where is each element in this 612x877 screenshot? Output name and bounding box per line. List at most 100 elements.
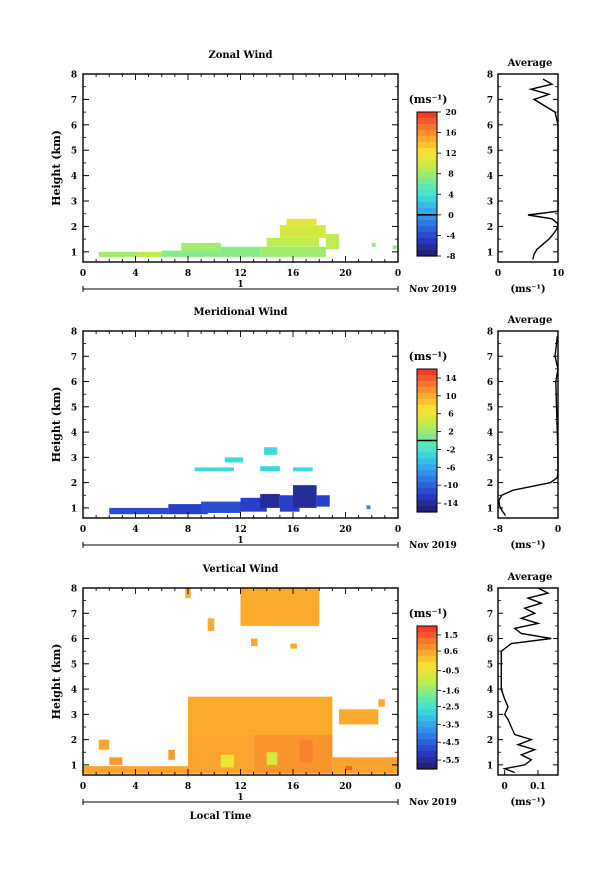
data-cell bbox=[109, 507, 169, 515]
colorbar-segment bbox=[417, 142, 437, 149]
x-tick-label: 4 bbox=[132, 782, 138, 792]
y-tick-label: 6 bbox=[71, 635, 77, 645]
x-tick-label: 12 bbox=[234, 782, 247, 792]
colorbar-segment bbox=[417, 428, 437, 436]
profile-x-label: (ms⁻¹) bbox=[510, 540, 545, 551]
data-cell bbox=[98, 739, 110, 750]
profile-y-tick-label: 1 bbox=[487, 761, 493, 771]
profile-x-tick-label: 10 bbox=[552, 269, 565, 279]
data-cell bbox=[188, 734, 254, 774]
y-tick-label: 3 bbox=[71, 711, 77, 721]
colorbar-segment bbox=[417, 655, 437, 663]
y-tick-label: 4 bbox=[71, 172, 77, 182]
colorbar-segment bbox=[417, 244, 437, 251]
colorbar-segment bbox=[417, 739, 437, 746]
y-tick-label: 5 bbox=[71, 660, 77, 670]
colorbar-segment bbox=[417, 124, 437, 131]
data-cell bbox=[345, 766, 353, 770]
colorbar-segment bbox=[417, 136, 437, 143]
colorbar-segment bbox=[417, 178, 437, 185]
colorbar-segment bbox=[417, 661, 437, 669]
colorbar-segment bbox=[417, 763, 437, 770]
profile-title: Average bbox=[507, 315, 553, 326]
colorbar-tick-label: 10 bbox=[445, 391, 457, 401]
colorbar-unit: (ms⁻¹) bbox=[409, 350, 448, 363]
data-cell bbox=[266, 752, 278, 765]
data-cell bbox=[366, 505, 371, 510]
colorbar-segment bbox=[417, 416, 437, 424]
colorbar-unit: (ms⁻¹) bbox=[409, 93, 448, 106]
colorbar-segment bbox=[417, 751, 437, 758]
profile-y-tick-label: 8 bbox=[487, 585, 493, 595]
x-tick-label: 8 bbox=[185, 525, 191, 535]
colorbar-segment bbox=[417, 715, 437, 722]
profile-y-tick-label: 8 bbox=[487, 328, 493, 338]
colorbar-tick-label: 14 bbox=[445, 373, 457, 383]
x-tick-label: 12 bbox=[234, 269, 247, 279]
colorbar-segment bbox=[417, 452, 437, 459]
date-label: Nov 2019 bbox=[409, 798, 457, 808]
colorbar-segment bbox=[417, 238, 437, 245]
colorbar-segment bbox=[417, 733, 437, 740]
colorbar-segment bbox=[417, 196, 437, 203]
colorbar-tick-label: -10 bbox=[444, 480, 459, 490]
colorbar-segment bbox=[417, 679, 437, 687]
x-tick-label: 0 bbox=[395, 782, 401, 792]
colorbar-segment bbox=[417, 506, 437, 513]
profile-line bbox=[527, 78, 559, 260]
colorbar-frame bbox=[416, 625, 438, 770]
profile-x-tick-label: 0 bbox=[495, 269, 501, 279]
colorbar-segment bbox=[417, 494, 437, 501]
colorbar-segment bbox=[417, 488, 437, 495]
profile-y-tick-label: 1 bbox=[487, 248, 493, 258]
profile-x-label: (ms⁻¹) bbox=[510, 797, 545, 808]
colorbar-segment bbox=[417, 422, 437, 430]
colorbar-tick-label: 8 bbox=[448, 169, 454, 179]
y-tick-label: 8 bbox=[71, 328, 77, 338]
y-tick-label: 2 bbox=[71, 479, 77, 489]
profile-y-tick-label: 6 bbox=[487, 378, 493, 388]
profile-y-tick-label: 3 bbox=[487, 711, 493, 721]
y-tick-label: 6 bbox=[71, 121, 77, 131]
profile-title: Average bbox=[507, 572, 553, 583]
day-label: 1 bbox=[237, 793, 243, 803]
y-tick-label: 3 bbox=[71, 454, 77, 464]
colorbar-segment bbox=[417, 757, 437, 764]
x-axis-label: Local Time bbox=[190, 811, 252, 822]
y-tick-label: 7 bbox=[71, 610, 77, 620]
data-cell bbox=[279, 225, 326, 238]
colorbar-tick-label: 4 bbox=[448, 189, 454, 199]
x-tick-label: 16 bbox=[287, 269, 300, 279]
data-cell bbox=[371, 242, 376, 247]
y-tick-label: 8 bbox=[71, 71, 77, 81]
colorbar-segment bbox=[417, 172, 437, 179]
colorbar-segment bbox=[417, 380, 437, 388]
profile-title: Average bbox=[507, 58, 553, 69]
colorbar-tick-label: -2.5 bbox=[442, 701, 459, 711]
x-tick-label: 0 bbox=[395, 269, 401, 279]
y-tick-label: 3 bbox=[71, 198, 77, 208]
day-label: 1 bbox=[237, 280, 243, 290]
y-tick-label: 1 bbox=[71, 504, 77, 514]
colorbar-segment bbox=[417, 464, 437, 471]
data-cell bbox=[293, 467, 313, 472]
colorbar-tick-label: 0.6 bbox=[444, 646, 458, 656]
y-tick-label: 4 bbox=[71, 429, 77, 439]
colorbar-segment bbox=[417, 643, 437, 651]
colorbar-segment bbox=[417, 148, 437, 155]
colorbar-segment bbox=[417, 667, 437, 675]
colorbar-segment bbox=[417, 685, 437, 693]
y-tick-label: 7 bbox=[71, 96, 77, 106]
colorbar-segment bbox=[417, 482, 437, 489]
x-tick-label: 0 bbox=[80, 269, 86, 279]
profile-line bbox=[498, 336, 559, 516]
colorbar-segment bbox=[417, 160, 437, 167]
colorbar-segment bbox=[417, 250, 437, 257]
profile-y-tick-label: 5 bbox=[487, 147, 493, 157]
colorbar-tick-label: 20 bbox=[445, 107, 457, 117]
colorbar-segment bbox=[417, 709, 437, 716]
colorbar-segment bbox=[417, 745, 437, 752]
colorbar-segment bbox=[417, 392, 437, 400]
